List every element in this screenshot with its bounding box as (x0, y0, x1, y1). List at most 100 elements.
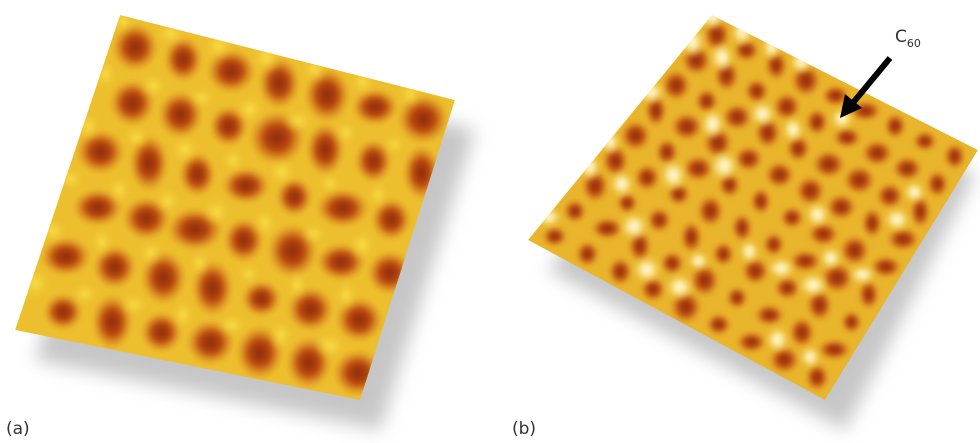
texture (316, 189, 369, 227)
texture (913, 131, 937, 152)
texture (660, 160, 686, 191)
texture (190, 252, 209, 276)
texture (288, 271, 307, 299)
texture (58, 168, 83, 190)
texture (222, 149, 245, 172)
texture (217, 315, 246, 336)
texture (841, 310, 862, 333)
texture (634, 164, 660, 191)
annotation: C60 (895, 27, 921, 50)
texture (269, 320, 292, 350)
texture (301, 57, 327, 82)
texture (608, 257, 632, 285)
texture (632, 256, 661, 283)
texture (254, 208, 276, 237)
texture (120, 294, 148, 315)
texture (222, 168, 269, 204)
texture (796, 176, 826, 206)
texture (171, 136, 198, 163)
texture (41, 237, 91, 276)
texture (903, 181, 925, 203)
texture (765, 161, 794, 188)
texture (600, 130, 620, 154)
texture (620, 120, 651, 151)
texture (268, 158, 296, 186)
figure: C60 (a) (b) (0, 0, 980, 443)
texture (113, 10, 134, 32)
texture (563, 199, 586, 222)
texture (205, 32, 233, 59)
texture (944, 143, 966, 170)
texture (840, 235, 870, 266)
texture (647, 207, 671, 232)
texture (926, 170, 948, 198)
texture (384, 134, 404, 154)
texture (660, 251, 684, 275)
texture (790, 50, 813, 73)
texture (876, 183, 903, 210)
texture (726, 286, 748, 309)
texture (731, 18, 753, 46)
texture (767, 257, 795, 279)
texture (40, 219, 66, 244)
texture (697, 195, 724, 227)
texture (349, 230, 375, 260)
texture (826, 194, 856, 221)
texture (92, 227, 112, 257)
texture (591, 217, 624, 239)
texture (536, 207, 561, 227)
texture (700, 4, 724, 29)
texture (750, 188, 771, 215)
texture (710, 151, 738, 181)
panel-label: (a) (6, 419, 30, 439)
texture (336, 280, 357, 310)
texture (782, 116, 804, 142)
texture (283, 110, 313, 132)
panel-label: (b) (512, 419, 536, 439)
texture (833, 127, 862, 149)
texture (884, 208, 911, 232)
texture (817, 339, 851, 360)
texture (798, 273, 828, 297)
texture (849, 265, 876, 284)
texture (892, 156, 922, 181)
texture (773, 93, 801, 121)
texture (812, 150, 845, 179)
texture (252, 42, 282, 73)
texture (884, 113, 906, 139)
texture (238, 264, 258, 283)
texture (736, 331, 767, 353)
annotation-subscript: 60 (907, 37, 921, 50)
texture (189, 87, 214, 107)
texture (762, 34, 782, 60)
texture (368, 182, 388, 208)
panel-b-image (528, 4, 978, 400)
texture (671, 113, 703, 141)
texture (805, 109, 828, 136)
texture (679, 26, 705, 57)
annotation-text: C (895, 27, 907, 47)
texture (732, 213, 753, 242)
texture (774, 276, 800, 300)
texture (680, 221, 702, 253)
texture (620, 213, 649, 241)
texture (754, 304, 784, 326)
texture (800, 346, 821, 368)
texture (576, 241, 600, 267)
texture (638, 80, 665, 104)
texture (780, 206, 804, 228)
texture (734, 146, 763, 172)
texture (805, 202, 829, 227)
texture (609, 171, 634, 197)
texture (712, 242, 734, 267)
texture (236, 96, 264, 123)
texture (399, 82, 421, 106)
texture (138, 240, 163, 264)
texture (319, 174, 340, 193)
texture (542, 226, 567, 247)
texture (302, 224, 326, 245)
texture (77, 112, 100, 141)
texture (766, 326, 789, 353)
texture (72, 283, 97, 305)
texture (886, 227, 919, 251)
